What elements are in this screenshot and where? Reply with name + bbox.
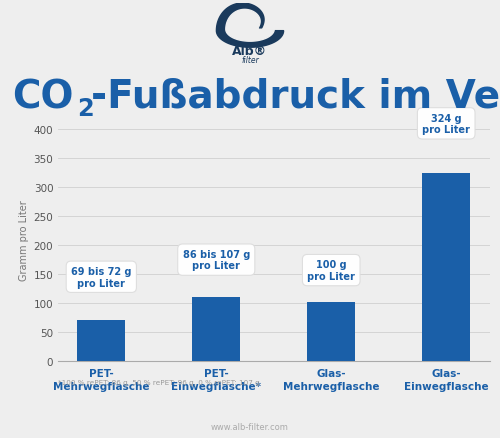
Bar bbox=[77, 321, 126, 361]
Text: 324 g
pro Liter: 324 g pro Liter bbox=[422, 113, 470, 135]
Bar bbox=[422, 173, 470, 361]
Text: -Fußabdruck im Vergleich: -Fußabdruck im Vergleich bbox=[91, 78, 500, 116]
Y-axis label: Gramm pro Liter: Gramm pro Liter bbox=[20, 200, 30, 280]
Text: Alb®: Alb® bbox=[232, 45, 268, 58]
Text: 100 g
pro Liter: 100 g pro Liter bbox=[308, 260, 355, 281]
Bar bbox=[192, 298, 240, 361]
Text: *100 % rePET: 86 g, 50 % rePET: 96 g, 0 % rePET: 107 g: *100 % rePET: 86 g, 50 % rePET: 96 g, 0 … bbox=[58, 379, 259, 385]
Text: 2: 2 bbox=[78, 97, 94, 121]
Polygon shape bbox=[216, 4, 284, 48]
Polygon shape bbox=[226, 11, 274, 42]
Text: 86 bis 107 g
pro Liter: 86 bis 107 g pro Liter bbox=[182, 249, 250, 271]
Bar bbox=[307, 302, 356, 361]
Text: www.alb-filter.com: www.alb-filter.com bbox=[211, 422, 289, 431]
Text: CO: CO bbox=[12, 78, 74, 116]
Text: 69 bis 72 g
pro Liter: 69 bis 72 g pro Liter bbox=[71, 266, 132, 288]
Text: filter: filter bbox=[241, 56, 259, 64]
